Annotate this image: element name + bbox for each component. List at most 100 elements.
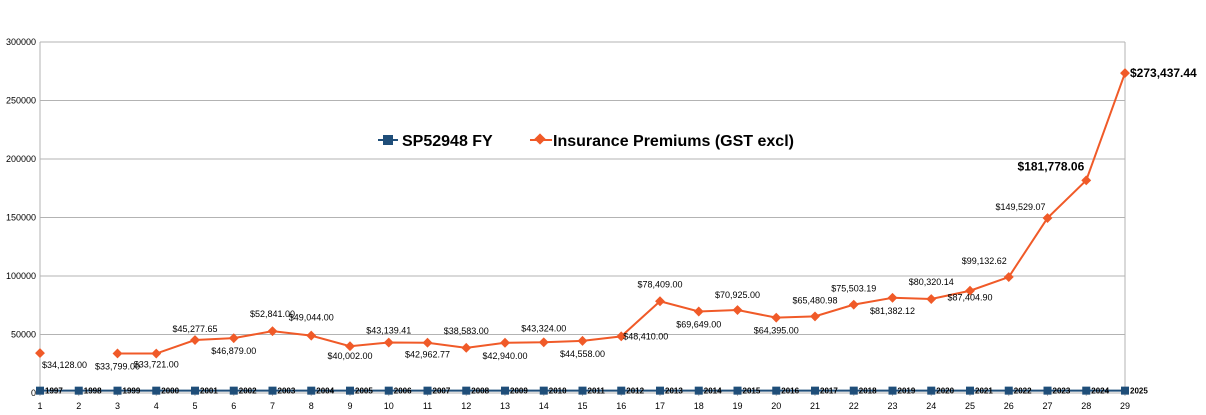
premiums-data-label: $75,503.19 (831, 284, 876, 294)
y-axis: 0 50000 100000 150000 200000 250000 300000 (6, 37, 36, 398)
gridlines (39, 41, 1126, 394)
premiums-data-label: $99,132.62 (962, 256, 1007, 266)
fy-point (888, 386, 897, 395)
premiums-point (112, 348, 123, 359)
fy-point (152, 386, 161, 395)
premiums-point (965, 285, 975, 296)
x-tick-label: 29 (1120, 401, 1130, 411)
x-tick-label: 15 (577, 401, 587, 411)
fy-point (423, 386, 432, 395)
premiums-data-label: $80,320.14 (909, 277, 954, 287)
premiums-data-label: $34,128.00 (42, 360, 87, 370)
premiums-data-label: $181,778.06 (1018, 159, 1085, 173)
premiums-data-label: $273,437.44 (1130, 66, 1197, 80)
fy-data-label: 2023 (1053, 387, 1071, 396)
legend: SP52948 FY Insurance Premiums (GST excl) (378, 133, 794, 150)
fy-data-label: 2017 (820, 387, 838, 396)
fy-data-label: 1997 (45, 387, 63, 396)
fy-point (772, 386, 781, 395)
premiums-point (267, 326, 278, 337)
fy-data-label: 2003 (278, 387, 296, 396)
fy-point (927, 386, 936, 395)
premiums-data-label: $45,277.65 (172, 324, 217, 334)
premiums-point (345, 341, 355, 352)
x-tick-label: 26 (1004, 401, 1014, 411)
x-tick-label: 9 (347, 401, 352, 411)
premiums-data-label: $65,480.98 (792, 295, 837, 305)
fy-data-label: 2001 (200, 387, 218, 396)
fy-data-label: 1998 (84, 387, 102, 396)
x-tick-label: 11 (423, 401, 432, 411)
fy-data-label: 2018 (859, 387, 877, 396)
y-tick-label: 200000 (6, 154, 36, 164)
fy-data-label: 2022 (1014, 387, 1032, 396)
fy-point (1121, 386, 1129, 395)
premiums-point (1042, 213, 1053, 224)
x-tick-label: 17 (655, 401, 665, 411)
premiums-point (926, 294, 937, 304)
x-tick-label: 21 (810, 401, 820, 411)
premiums-data-label: $42,962.77 (405, 350, 450, 360)
premiums-data-label: $69,649.00 (676, 320, 721, 330)
fy-point (1004, 386, 1013, 395)
fy-data-label: 1999 (123, 387, 141, 396)
premiums-point (887, 292, 898, 303)
x-tick-label: 18 (694, 401, 704, 411)
x-tick-label: 22 (849, 401, 859, 411)
premiums-point (810, 311, 820, 322)
premiums-point (538, 337, 549, 348)
fy-point (229, 386, 238, 395)
fy-data-label: 2015 (743, 387, 761, 396)
x-tick-label: 1 (37, 401, 42, 411)
premiums-data-label: $49,044.00 (289, 313, 334, 323)
premiums-point (732, 305, 743, 315)
premiums-data-label: $70,925.00 (715, 290, 760, 300)
y-tick-label: 300000 (6, 37, 36, 47)
premiums-point (228, 333, 239, 344)
fy-point (1082, 386, 1091, 395)
premiums-data-label: $43,324.00 (521, 323, 566, 333)
premiums-data-label: $149,529.07 (995, 202, 1045, 212)
premiums-point (151, 348, 162, 359)
fy-data-label: 2012 (626, 387, 644, 396)
x-tick-label: 5 (192, 401, 197, 411)
x-tick-label: 6 (231, 401, 236, 411)
premiums-data-label: $44,558.00 (560, 349, 605, 359)
premiums-point (1003, 272, 1014, 282)
fy-data-label: 2005 (355, 387, 373, 396)
fy-data-label: 2019 (898, 387, 916, 396)
premiums-point (383, 337, 394, 348)
fy-data-label: 2007 (433, 387, 451, 396)
x-tick-label: 12 (461, 401, 471, 411)
premiums-point (1081, 175, 1092, 186)
fy-data-label: 2025 (1130, 387, 1148, 396)
fy-point (462, 386, 471, 395)
fy-point (501, 386, 509, 395)
fy-point (617, 386, 626, 395)
premiums-point (655, 296, 665, 307)
fy-data-label: 2006 (394, 387, 412, 396)
fy-point (74, 386, 83, 395)
series-premiums (35, 68, 1130, 359)
x-tick-label: 20 (771, 401, 781, 411)
fy-point (578, 386, 587, 395)
fy-data-label: 2000 (161, 387, 179, 396)
premiums-data-label: $52,841.00 (250, 309, 295, 319)
fy-point (384, 386, 393, 395)
x-tick-label: 4 (154, 401, 159, 411)
premiums-point (577, 335, 588, 346)
legend-fy-marker (383, 135, 393, 145)
premiums-point (616, 331, 627, 342)
fy-point (191, 386, 199, 395)
fy-point (268, 386, 277, 395)
premiums-point (35, 348, 45, 359)
y-tick-label: 0 (31, 388, 36, 398)
fy-point (36, 386, 44, 395)
premiums-data-label: $42,940.00 (482, 351, 527, 361)
x-tick-label: 2 (76, 401, 81, 411)
premiums-data-label: $64,395.00 (754, 326, 799, 336)
x-tick-label: 23 (887, 401, 897, 411)
fy-data-label: 2020 (936, 387, 954, 396)
x-tick-label: 8 (309, 401, 314, 411)
premiums-data-label: $33,799.00 (95, 361, 140, 371)
